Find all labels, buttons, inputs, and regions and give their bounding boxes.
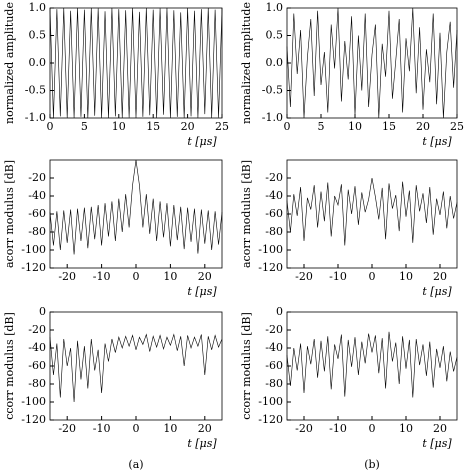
x-tick-label: 10 [348, 120, 362, 133]
y-tick-label: 1.0 [29, 1, 47, 14]
x-tick-label: 0 [133, 270, 140, 283]
x-tick-label: 10 [112, 120, 126, 133]
y-tick-label: -0.5 [25, 84, 46, 97]
y-tick-label: -60 [28, 359, 46, 372]
x-tick-label: 20 [181, 120, 195, 133]
y-axis-label: normalized amplitude [240, 2, 253, 124]
signal-line [49, 159, 223, 255]
signal-line [49, 333, 223, 403]
x-tick-label: 0 [47, 120, 54, 133]
y-tick-label: -40 [28, 189, 46, 202]
y-tick-label: -100 [258, 395, 283, 408]
signal-line [286, 331, 458, 398]
y-tick-label: -20 [28, 323, 46, 336]
y-tick-label: 0.5 [266, 29, 284, 42]
y-tick-label: -0.5 [262, 84, 283, 97]
x-tick-label: 0 [369, 422, 376, 435]
y-tick-label: -100 [258, 243, 283, 256]
y-axis-label: acorr modulus [dB] [240, 160, 253, 268]
x-tick-label: 20 [198, 270, 212, 283]
y-tick-label: -120 [21, 261, 46, 274]
y-tick-label: -1.0 [25, 111, 46, 124]
y-tick-label: 0 [39, 305, 46, 318]
x-tick-label: 15 [146, 120, 160, 133]
y-tick-label: -120 [258, 413, 283, 426]
y-tick-label: 0.5 [29, 29, 47, 42]
y-tick-label: -120 [21, 413, 46, 426]
x-axis-label: t [μs] [187, 285, 217, 298]
y-tick-label: 1.0 [266, 1, 284, 14]
y-tick-label: -80 [28, 225, 46, 238]
x-axis-label: t [μs] [187, 135, 217, 148]
x-tick-label: -20 [295, 422, 313, 435]
x-tick-label: 10 [163, 422, 177, 435]
y-tick-label: -1.0 [262, 111, 283, 124]
x-tick-label: 10 [399, 422, 413, 435]
x-tick-label: 20 [198, 422, 212, 435]
y-tick-label: -80 [265, 225, 283, 238]
y-axis-label: acorr modulus [dB] [3, 160, 16, 268]
y-tick-label: -40 [28, 341, 46, 354]
y-tick-label: 0.0 [266, 56, 284, 69]
x-tick-label: -10 [93, 270, 111, 283]
caption: (b) [364, 458, 380, 471]
x-tick-label: 0 [369, 270, 376, 283]
y-tick-label: 0.0 [29, 56, 47, 69]
x-tick-label: 15 [382, 120, 396, 133]
y-axis-label: ccorr modulus [dB] [3, 312, 16, 420]
x-axis-label: t [μs] [187, 437, 217, 450]
y-tick-label: -60 [265, 207, 283, 220]
x-tick-label: -10 [329, 270, 347, 283]
y-axis-label: normalized amplitude [3, 2, 16, 124]
x-tick-label: 25 [215, 120, 229, 133]
y-tick-label: -80 [265, 377, 283, 390]
signal-line [286, 7, 458, 119]
x-tick-label: -20 [58, 270, 76, 283]
y-tick-label: -100 [21, 395, 46, 408]
y-tick-label: -40 [265, 341, 283, 354]
x-tick-label: -10 [93, 422, 111, 435]
y-tick-label: -20 [265, 323, 283, 336]
x-tick-label: 10 [399, 270, 413, 283]
x-tick-label: -20 [295, 270, 313, 283]
y-tick-label: -20 [28, 171, 46, 184]
x-tick-label: -10 [329, 422, 347, 435]
x-tick-label: -20 [58, 422, 76, 435]
signal-line [286, 177, 458, 246]
y-tick-label: -20 [265, 171, 283, 184]
x-tick-label: 5 [318, 120, 325, 133]
x-tick-label: 25 [450, 120, 464, 133]
x-tick-label: 10 [163, 270, 177, 283]
y-tick-label: 0 [276, 305, 283, 318]
x-tick-label: 0 [133, 422, 140, 435]
x-axis-label: t [μs] [422, 437, 452, 450]
y-tick-label: -60 [28, 207, 46, 220]
y-tick-label: -40 [265, 189, 283, 202]
y-tick-label: -120 [258, 261, 283, 274]
x-axis-label: t [μs] [422, 135, 452, 148]
caption: (a) [128, 458, 143, 471]
x-tick-label: 0 [284, 120, 291, 133]
signal-line [49, 7, 223, 119]
x-tick-label: 20 [433, 270, 447, 283]
x-axis-label: t [μs] [422, 285, 452, 298]
x-tick-label: 5 [81, 120, 88, 133]
plot-frame [49, 311, 223, 421]
x-tick-label: 20 [416, 120, 430, 133]
y-tick-label: -100 [21, 243, 46, 256]
x-tick-label: 20 [433, 422, 447, 435]
y-tick-label: -80 [28, 377, 46, 390]
plot-frame [49, 159, 223, 269]
y-tick-label: -60 [265, 359, 283, 372]
y-axis-label: ccorr modulus [dB] [240, 312, 253, 420]
